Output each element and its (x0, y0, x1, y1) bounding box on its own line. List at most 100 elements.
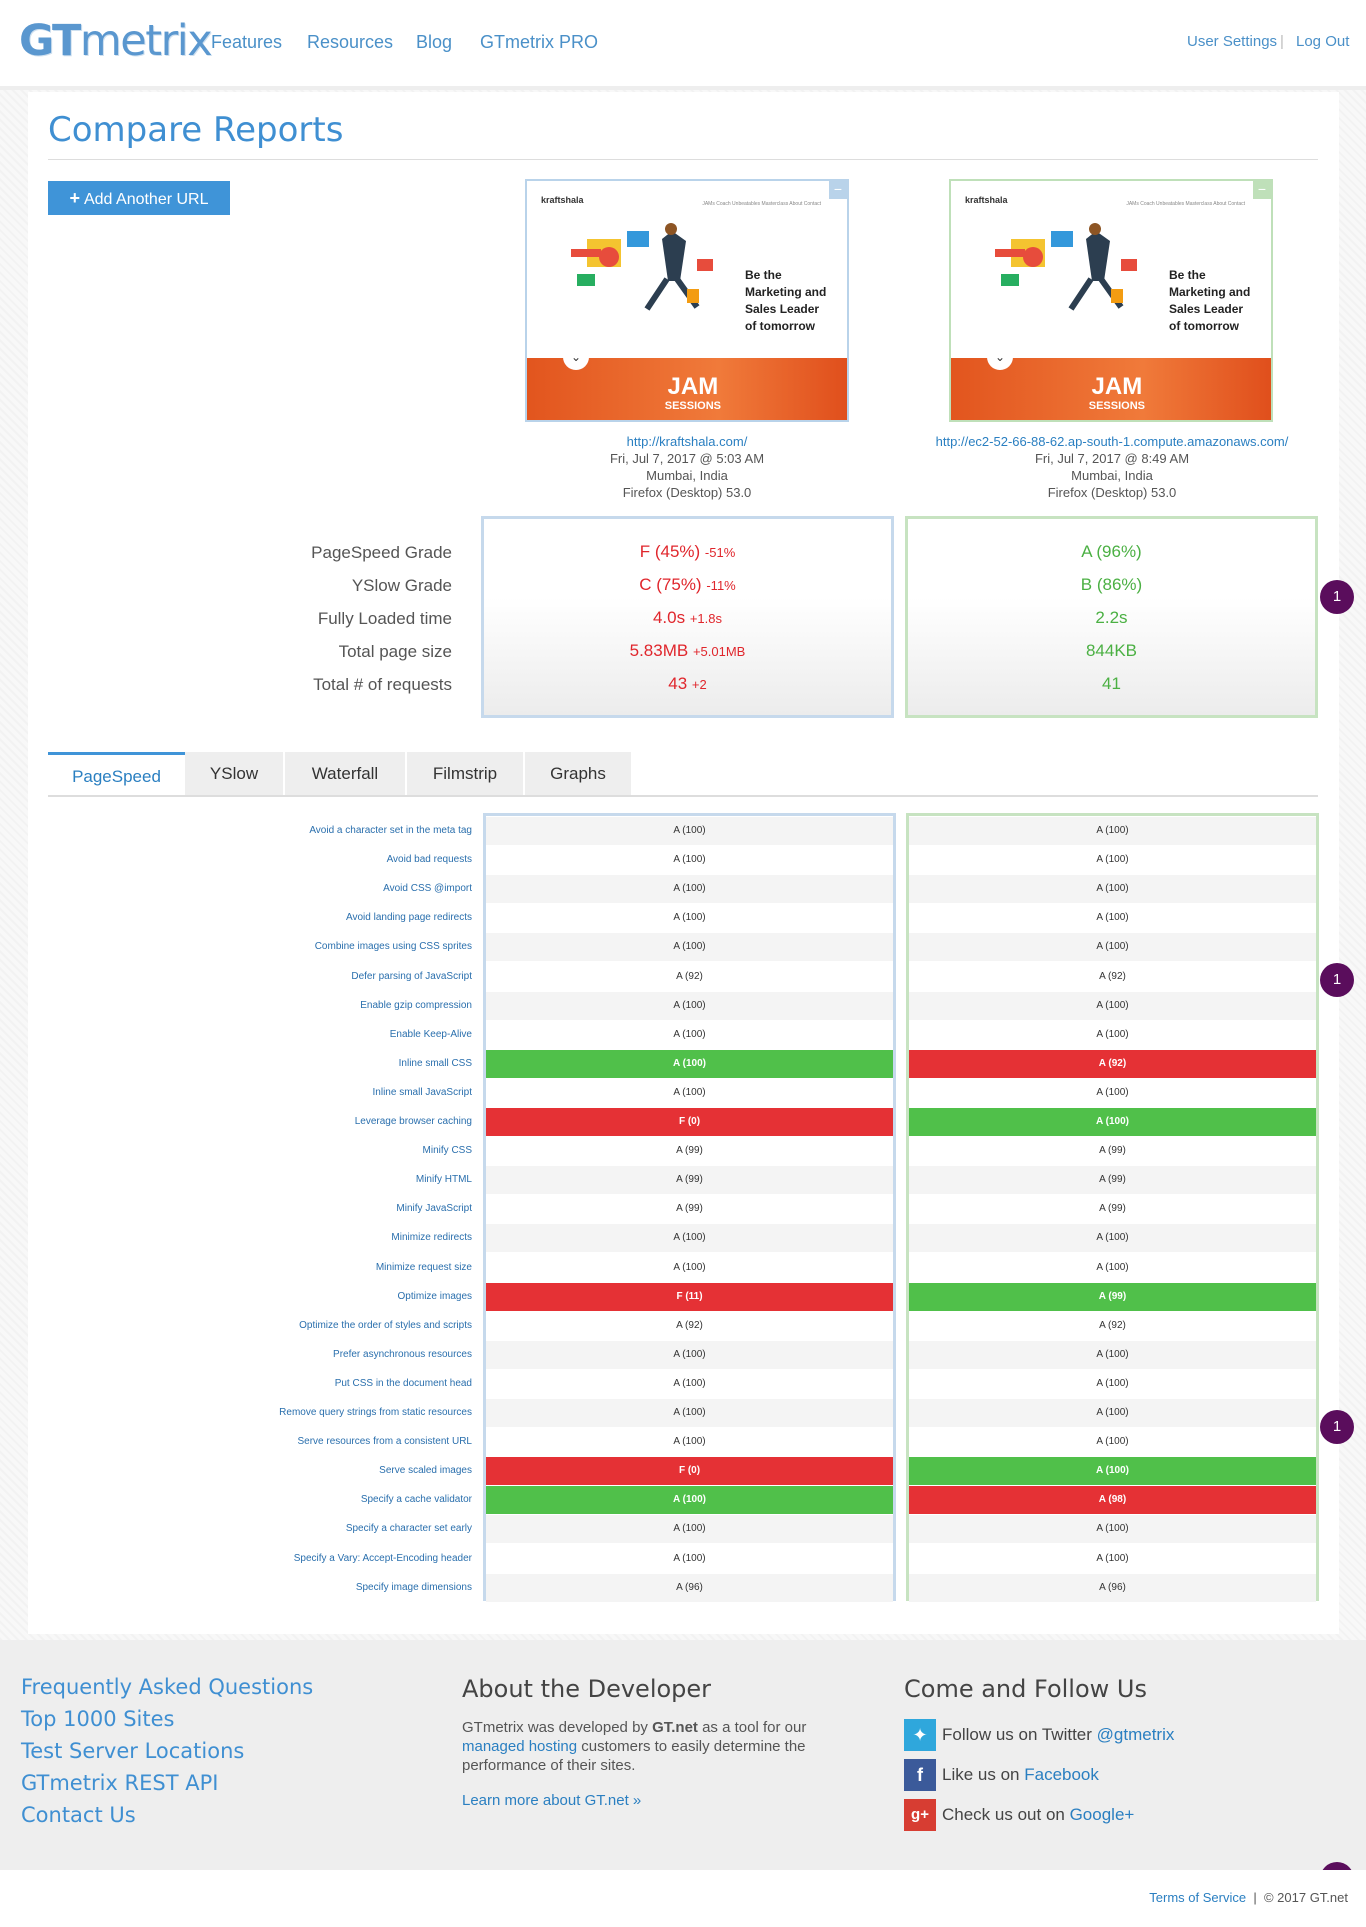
tab-graphs[interactable]: Graphs (525, 752, 631, 795)
rule-grade-b: A (98) (909, 1486, 1316, 1514)
rule-grade-b: A (100) (909, 1515, 1316, 1543)
footer-link-top-1000[interactable]: Top 1000 Sites (21, 1707, 175, 1731)
rule-label[interactable]: Avoid CSS @import (383, 883, 472, 894)
google-text: Check us out on (942, 1805, 1070, 1824)
rule-label[interactable]: Enable gzip compression (360, 1000, 472, 1011)
notification-badge[interactable]: 1 (1320, 963, 1354, 997)
rule-label[interactable]: Specify a character set early (345, 1523, 472, 1534)
nav-features[interactable]: Features (211, 32, 283, 52)
rule-label[interactable]: Avoid landing page redirects (345, 912, 472, 923)
report-a-screenshot[interactable]: kraftshala JAMs Coach Unbeatables Master… (525, 179, 849, 422)
report-b-date: Fri, Jul 7, 2017 @ 8:49 AM (1034, 451, 1190, 466)
notification-badge[interactable]: 1 (1320, 580, 1354, 614)
rule-grade-a: A (100) (486, 817, 893, 845)
nav-gtmetrix-pro[interactable]: GTmetrix PRO (480, 32, 599, 52)
rule-grade-b: A (100) (909, 1545, 1316, 1573)
rule-grade-b: A (92) (909, 963, 1316, 991)
google-plus-icon[interactable]: g+ (904, 1799, 936, 1831)
footer-link-server-locations[interactable]: Test Server Locations (21, 1739, 245, 1763)
report-b-screenshot[interactable]: kraftshala JAMs Coach Unbeatables Master… (949, 179, 1273, 422)
rule-grade-b: A (100) (909, 1370, 1316, 1398)
report-b-url[interactable]: http://ec2-52-66-88-62.ap-south-1.comput… (935, 434, 1289, 449)
rule-label[interactable]: Optimize the order of styles and scripts (299, 1320, 472, 1331)
summary-label-yslow: YSlow Grade (351, 576, 452, 595)
minimize-icon[interactable]: − (1253, 181, 1271, 199)
top-header (0, 0, 1366, 86)
rule-grade-a: F (11) (486, 1283, 893, 1311)
twitter-link[interactable]: @gtmetrix (1096, 1725, 1175, 1744)
rule-grade-a: A (100) (486, 1399, 893, 1427)
tab-pagespeed[interactable]: PageSpeed (48, 752, 185, 795)
rule-label[interactable]: Combine images using CSS sprites (314, 941, 472, 952)
add-another-url-button[interactable]: + Add Another URL (48, 181, 230, 215)
rule-label[interactable]: Minify CSS (422, 1145, 472, 1156)
rule-label[interactable]: Serve scaled images (379, 1465, 472, 1476)
rule-label[interactable]: Serve resources from a consistent URL (297, 1436, 472, 1447)
add-url-label: Add Another URL (83, 191, 209, 208)
about-heading: About the Developer (462, 1675, 712, 1703)
rule-grade-b: A (96) (909, 1574, 1316, 1602)
rule-label[interactable]: Remove query strings from static resourc… (279, 1407, 472, 1418)
rule-label[interactable]: Inline small CSS (398, 1058, 472, 1069)
rule-grade-b: A (100) (909, 1224, 1316, 1252)
rule-grade-b: A (99) (909, 1283, 1316, 1311)
rule-label[interactable]: Avoid bad requests (386, 854, 472, 865)
rule-label[interactable]: Inline small JavaScript (372, 1087, 472, 1098)
nav-resources[interactable]: Resources (307, 32, 394, 52)
rule-grade-a: A (100) (486, 992, 893, 1020)
rule-label[interactable]: Minify JavaScript (396, 1203, 472, 1214)
footer-link-faq[interactable]: Frequently Asked Questions (21, 1675, 314, 1699)
rule-label[interactable]: Minimize redirects (391, 1232, 472, 1243)
rule-label[interactable]: Specify a cache validator (360, 1494, 472, 1505)
rule-grade-b: A (100) (909, 846, 1316, 874)
footer-link-contact[interactable]: Contact Us (21, 1803, 136, 1827)
tab-filmstrip[interactable]: Filmstrip (407, 752, 525, 795)
tab-yslow[interactable]: YSlow (185, 752, 285, 795)
facebook-icon[interactable]: f (904, 1759, 936, 1791)
user-settings-link[interactable]: User Settings (1187, 33, 1278, 50)
rule-grade-b: A (100) (909, 1254, 1316, 1282)
tagline-line: Be the (1169, 268, 1206, 282)
gtmetrix-logo[interactable]: GTmetrix (19, 16, 213, 66)
footer-link-rest-api[interactable]: GTmetrix REST API (21, 1771, 219, 1795)
summary-b-requests: 41 (1102, 674, 1121, 693)
facebook-link[interactable]: Facebook (1024, 1765, 1099, 1784)
gtnet-name: GT.net (652, 1719, 698, 1736)
nav-blog[interactable]: Blog (416, 32, 453, 52)
follow-heading: Come and Follow Us (904, 1675, 1147, 1703)
rule-label[interactable]: Leverage browser caching (354, 1116, 472, 1127)
facebook-text: Like us on (942, 1765, 1025, 1784)
thumb-tagline: Be the Marketing and Sales Leader of tom… (745, 267, 826, 335)
summary-b-yslow: B (86%) (1080, 575, 1143, 594)
notification-badge[interactable]: 1 (1320, 1410, 1354, 1444)
rule-label[interactable]: Minify HTML (415, 1174, 472, 1185)
tagline-line: Sales Leader (1169, 302, 1244, 316)
twitter-icon[interactable]: ✦ (904, 1719, 936, 1751)
rule-grade-a: A (99) (486, 1195, 893, 1223)
report-a-url[interactable]: http://kraftshala.com/ (626, 434, 748, 449)
managed-hosting-link[interactable]: managed hosting (462, 1738, 578, 1755)
google-link[interactable]: Google+ (1069, 1805, 1135, 1824)
rule-grade-a: A (100) (486, 875, 893, 903)
rule-label[interactable]: Optimize images (397, 1291, 472, 1302)
rule-grade-b: A (99) (909, 1195, 1316, 1223)
rule-grade-a: F (0) (486, 1457, 893, 1485)
learn-more-link[interactable]: Learn more about GT.net » (462, 1792, 642, 1809)
rule-label[interactable]: Minimize request size (375, 1262, 472, 1273)
delta: +5.01MB (692, 644, 746, 659)
value: F (45%) (639, 542, 701, 561)
rule-label[interactable]: Enable Keep-Alive (389, 1029, 472, 1040)
rule-label[interactable]: Defer parsing of JavaScript (351, 971, 472, 982)
tab-waterfall[interactable]: Waterfall (285, 752, 407, 795)
rule-label[interactable]: Specify a Vary: Accept-Encoding header (293, 1553, 472, 1564)
about-text-2: as a tool for our (697, 1719, 807, 1736)
rule-grade-a: A (100) (486, 1021, 893, 1049)
rule-label[interactable]: Prefer asynchronous resources (333, 1349, 472, 1360)
logout-link[interactable]: Log Out (1296, 33, 1350, 50)
rule-label[interactable]: Put CSS in the document head (334, 1378, 472, 1389)
rule-label[interactable]: Avoid a character set in the meta tag (309, 825, 472, 836)
terms-link[interactable]: Terms of Service (1149, 1890, 1247, 1905)
top-separator: | (1280, 33, 1284, 50)
minimize-icon[interactable]: − (829, 181, 847, 199)
rule-label[interactable]: Specify image dimensions (355, 1582, 472, 1593)
